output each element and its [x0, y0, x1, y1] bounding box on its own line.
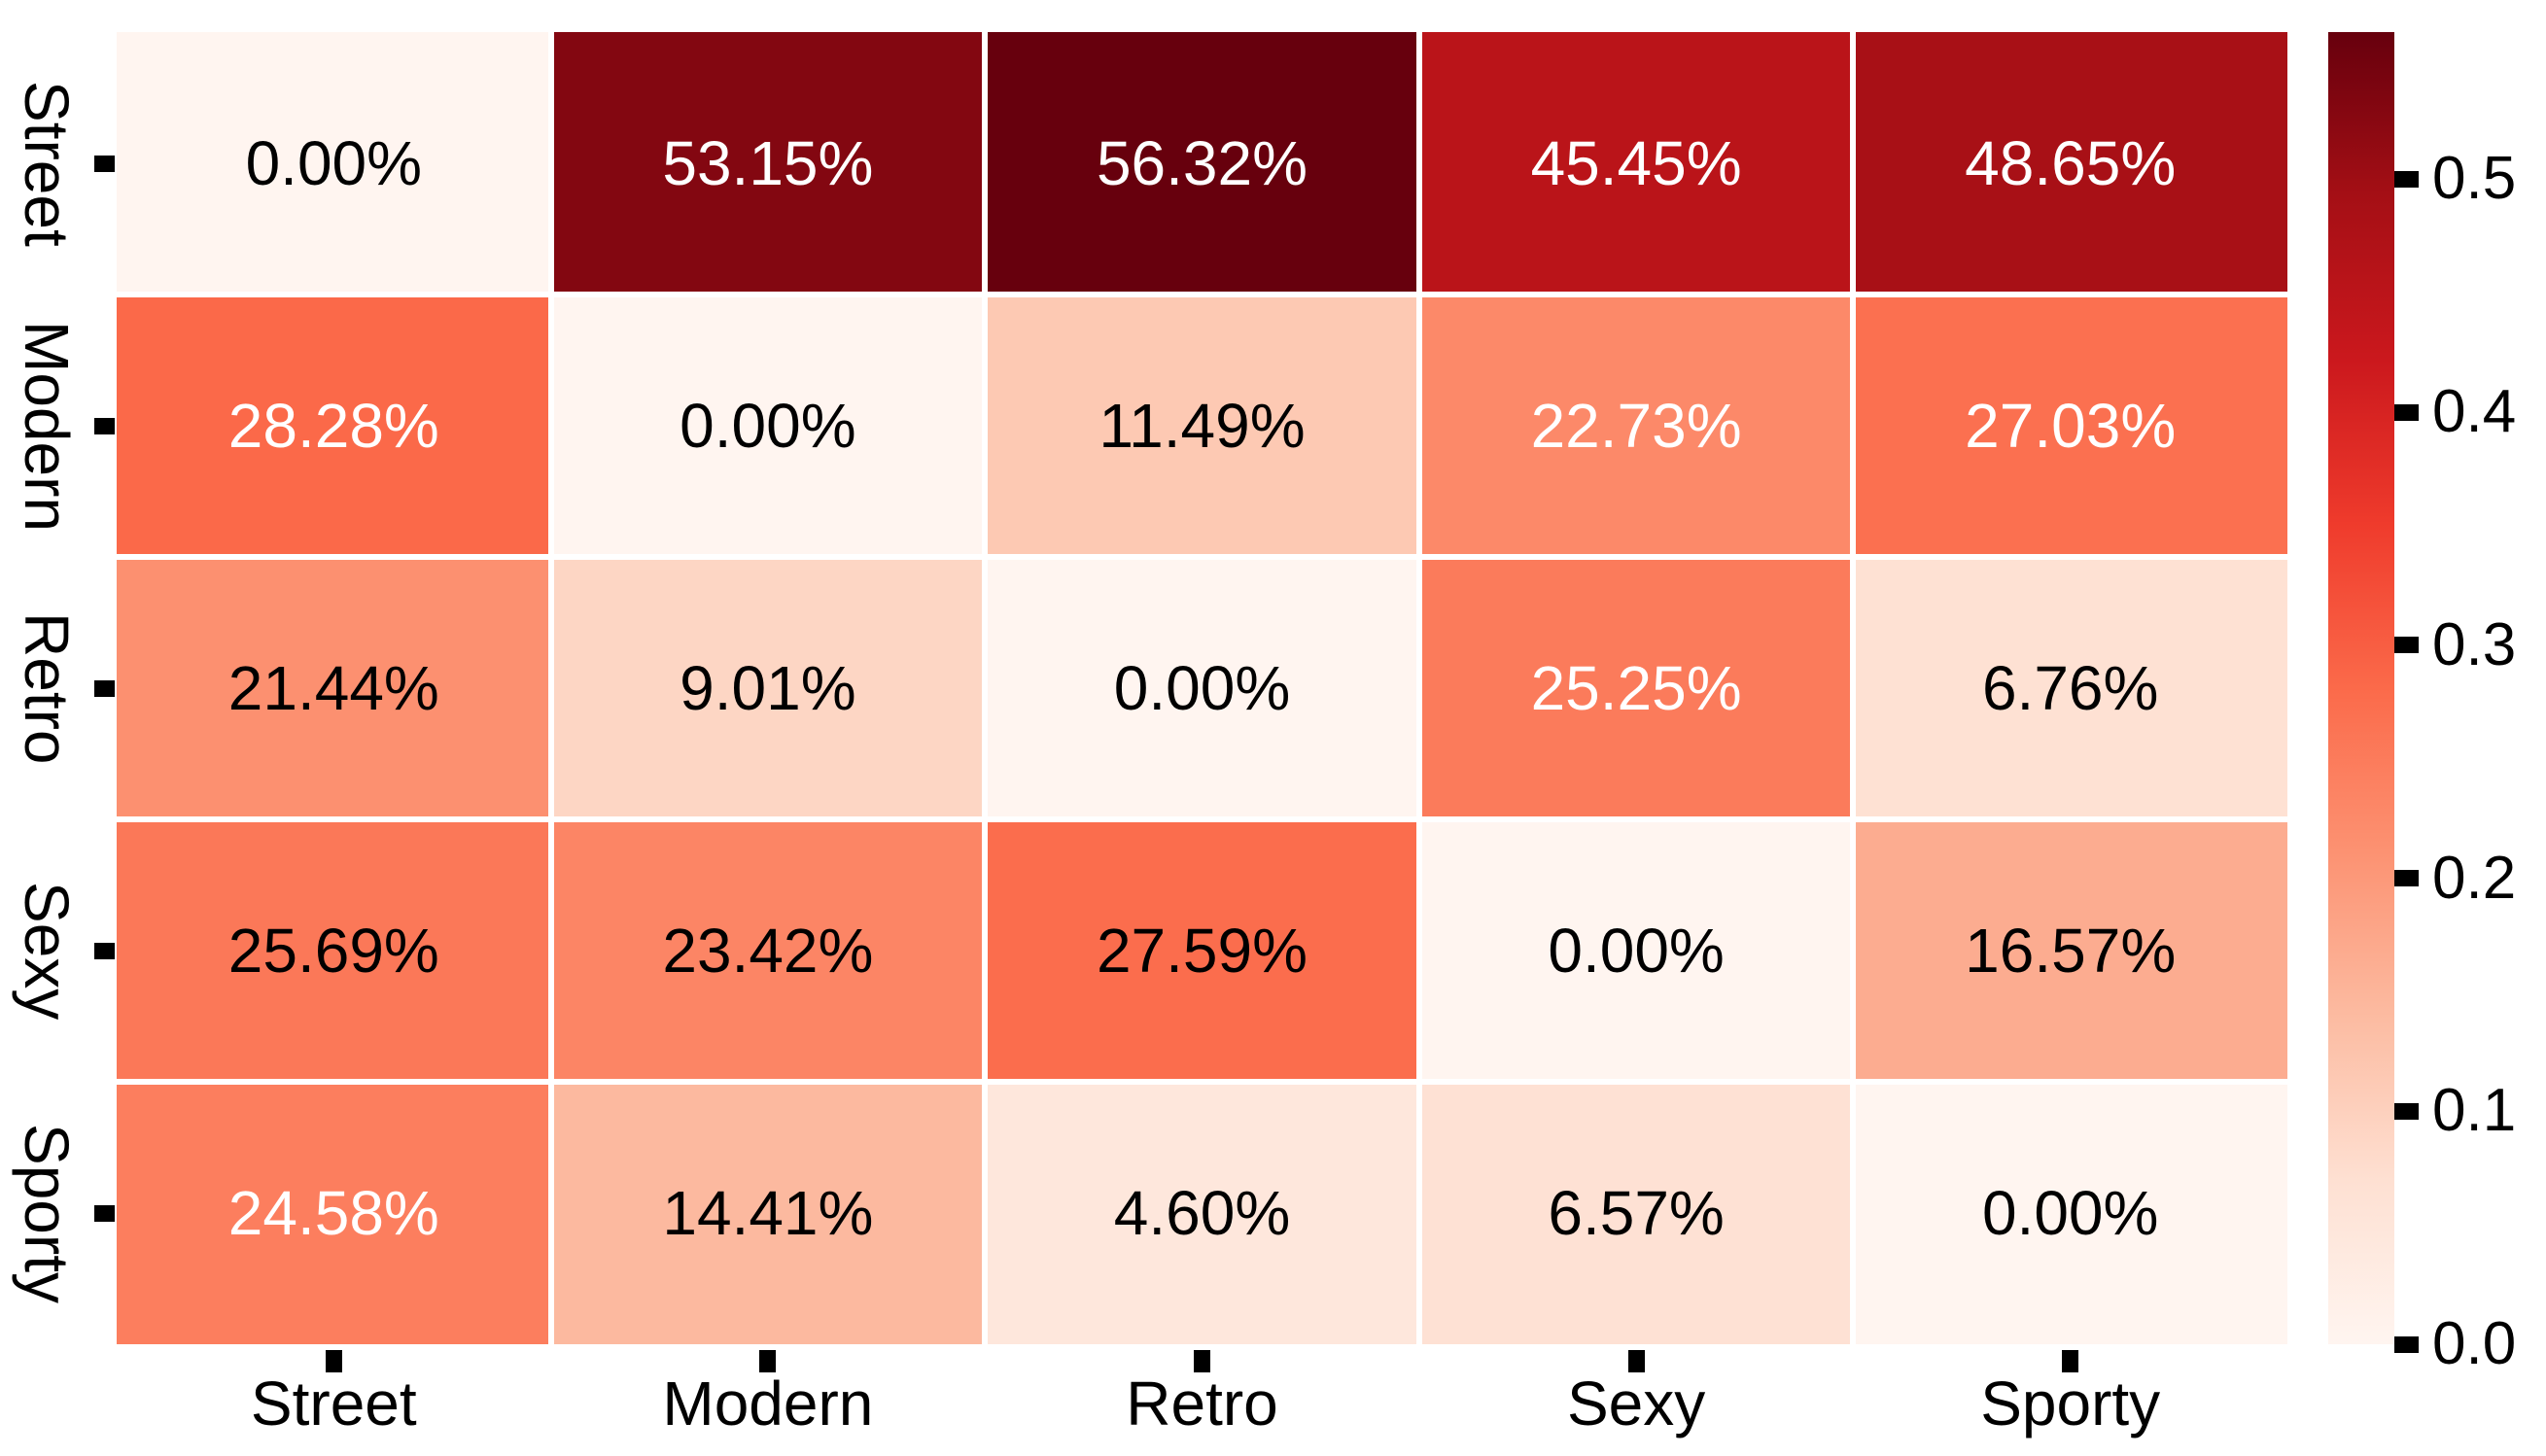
y-tick-mark: [94, 156, 115, 172]
heatmap-cell-retro-retro: 0.00%: [985, 557, 1419, 819]
grid-line-vertical: [1415, 32, 1422, 1344]
x-tick-mark: [759, 1350, 777, 1372]
y-tick-label-sporty: Sporty: [12, 1123, 82, 1303]
heatmap-cell-modern-sporty: 27.03%: [1853, 295, 2287, 557]
colorbar-tick-label: 0.2: [2432, 844, 2517, 912]
x-tick-mark: [1627, 1350, 1645, 1372]
heatmap-cell-modern-street: 28.28%: [117, 295, 551, 557]
x-tick-mark: [1194, 1350, 1210, 1372]
y-tick-mark: [94, 943, 115, 959]
grid-line-vertical: [982, 32, 989, 1344]
y-tick-label-retro: Retro: [12, 611, 82, 765]
heatmap-cell-sexy-retro: 27.59%: [985, 819, 1419, 1082]
heatmap-cell-sexy-street: 25.69%: [117, 819, 551, 1082]
x-tick-mark: [325, 1350, 342, 1372]
colorbar-tick-mark: [2394, 170, 2419, 188]
heatmap-cell-sporty-sexy: 6.57%: [1418, 1082, 1854, 1344]
y-tick-label-sexy: Sexy: [12, 881, 82, 1021]
colorbar-tick-label: 0.5: [2432, 145, 2517, 213]
grid-line-vertical: [547, 32, 554, 1344]
grid-line-horizontal: [117, 554, 2287, 560]
x-tick-label-sexy: Sexy: [1566, 1369, 1706, 1439]
heatmap-cell-sporty-sporty: 0.00%: [1853, 1082, 2287, 1344]
heatmap-cell-retro-sexy: 25.25%: [1418, 557, 1854, 819]
heatmap-cell-modern-retro: 11.49%: [985, 295, 1419, 557]
y-tick-mark: [94, 418, 115, 434]
heatmap-cell-sexy-modern: 23.42%: [550, 819, 986, 1082]
colorbar-tick-mark: [2394, 403, 2419, 421]
grid-line-vertical: [1850, 32, 1857, 1344]
y-tick-mark: [94, 680, 115, 697]
grid-line-horizontal: [117, 816, 2287, 822]
grid-line-horizontal: [117, 292, 2287, 297]
heatmap-cell-street-sexy: 45.45%: [1418, 32, 1854, 295]
y-tick-label-street: Street: [12, 80, 82, 247]
heatmap-cell-modern-sexy: 22.73%: [1418, 295, 1854, 557]
heatmap-cell-sporty-street: 24.58%: [117, 1082, 551, 1344]
heatmap-cell-retro-sporty: 6.76%: [1853, 557, 2287, 819]
heatmap-cell-retro-modern: 9.01%: [550, 557, 986, 819]
colorbar-tick-label: 0.0: [2432, 1310, 2517, 1377]
heatmap-cell-sexy-sporty: 16.57%: [1853, 819, 2287, 1082]
heatmap-cell-retro-street: 21.44%: [117, 557, 551, 819]
colorbar: [2328, 32, 2394, 1344]
heatmap-cell-street-street: 0.00%: [117, 32, 551, 295]
x-tick-label-street: Street: [250, 1369, 417, 1439]
x-tick-label-modern: Modern: [662, 1369, 874, 1439]
x-tick-label-retro: Retro: [1126, 1369, 1278, 1439]
heatmap-cell-street-modern: 53.15%: [550, 32, 986, 295]
colorbar-tick-mark: [2394, 1335, 2419, 1353]
x-tick-mark: [2062, 1350, 2079, 1372]
colorbar-tick-label: 0.1: [2432, 1077, 2517, 1145]
heatmap-cell-sporty-modern: 14.41%: [550, 1082, 986, 1344]
y-tick-mark: [94, 1205, 115, 1222]
colorbar-tick-mark: [2394, 1102, 2419, 1120]
colorbar-tick-label: 0.4: [2432, 378, 2517, 446]
colorbar-tick-mark: [2394, 870, 2419, 887]
heatmap-cell-street-retro: 56.32%: [985, 32, 1419, 295]
heatmap-cell-street-sporty: 48.65%: [1853, 32, 2287, 295]
colorbar-tick-mark: [2394, 637, 2419, 654]
heatmap-cell-sexy-sexy: 0.00%: [1418, 819, 1854, 1082]
heatmap-cell-sporty-retro: 4.60%: [985, 1082, 1419, 1344]
grid-line-horizontal: [117, 1079, 2287, 1085]
colorbar-tick-label: 0.3: [2432, 610, 2517, 678]
x-tick-label-sporty: Sporty: [1980, 1369, 2161, 1439]
heatmap-cell-modern-modern: 0.00%: [550, 295, 986, 557]
y-tick-label-modern: Modern: [12, 320, 82, 532]
